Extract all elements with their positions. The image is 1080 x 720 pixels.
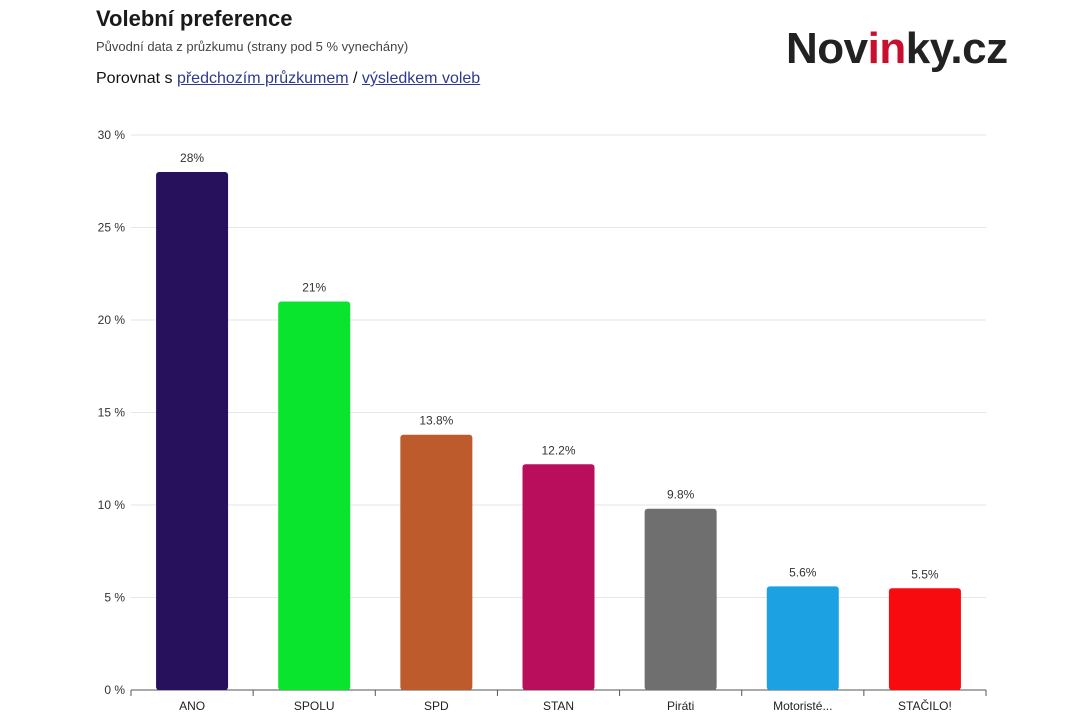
logo-text-2: ky.cz — [905, 24, 1008, 73]
y-tick-label: 30 % — [98, 128, 126, 142]
bar-value-label: 12.2% — [541, 443, 575, 457]
compare-row: Porovnat s předchozím průzkumem / výsled… — [96, 70, 480, 88]
logo-text-accent: in — [867, 24, 907, 73]
novinky-logo[interactable]: Novinky.cz — [786, 27, 1008, 71]
chart-subtitle: Původní data z průzkumu (strany pod 5 % … — [96, 39, 409, 54]
bar — [888, 588, 961, 690]
x-category-label: Motoristé... — [773, 699, 832, 713]
bar — [278, 301, 351, 690]
bar-value-label: 13.8% — [419, 414, 453, 428]
logo-text-1: Nov — [786, 24, 868, 73]
bar-value-label: 5.6% — [789, 565, 817, 579]
bar-value-label: 5.5% — [911, 567, 939, 581]
bar — [522, 464, 595, 690]
y-tick-label: 15 % — [98, 406, 126, 420]
chart-title: Volební preference — [96, 6, 293, 31]
bar — [644, 508, 717, 690]
x-category-label: STAČILO! — [898, 698, 952, 713]
compare-prefix: Porovnat s — [96, 70, 173, 87]
compare-separator: / — [353, 70, 358, 87]
y-tick-label: 20 % — [98, 313, 126, 327]
bar-value-label: 21% — [302, 281, 326, 295]
y-tick-label: 0 % — [104, 683, 125, 697]
y-tick-label: 10 % — [98, 498, 126, 512]
bar — [156, 172, 229, 690]
y-tick-label: 5 % — [104, 591, 125, 605]
bar-value-label: 28% — [180, 151, 204, 165]
x-category-label: SPOLU — [294, 699, 335, 713]
x-category-label: ANO — [179, 699, 205, 713]
x-category-label: Piráti — [667, 699, 694, 713]
bar — [400, 434, 473, 690]
election-result-link[interactable]: výsledkem voleb — [361, 70, 481, 87]
bar-value-label: 9.8% — [667, 488, 695, 502]
bar — [766, 586, 839, 690]
y-tick-label: 25 % — [98, 221, 126, 235]
x-category-label: STAN — [543, 699, 574, 713]
x-category-label: SPD — [424, 699, 449, 713]
bar-chart: 0 % 5 % 10 % 15 % 20 % 25 % 30 % 28% ANO 21% SPOLU… — [98, 128, 987, 713]
previous-poll-link[interactable]: předchozím průzkumem — [176, 70, 349, 87]
